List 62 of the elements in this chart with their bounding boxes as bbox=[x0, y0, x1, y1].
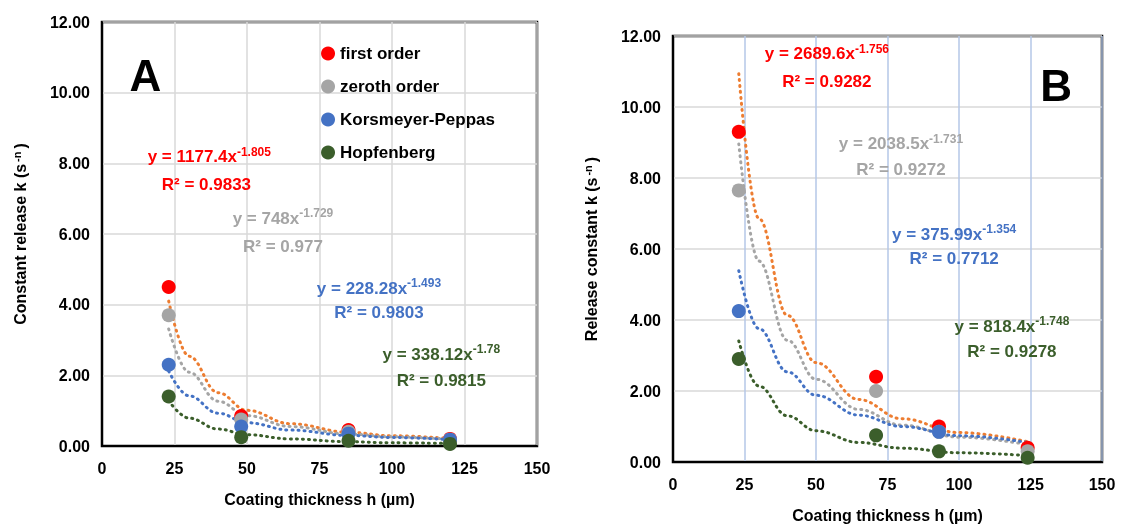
y-axis-title: Constant release k (s-n) bbox=[10, 143, 29, 325]
y-tick-label: 10.00 bbox=[620, 98, 662, 116]
annotation: R² = 0.9278 bbox=[967, 342, 1057, 362]
annotation: B bbox=[1040, 61, 1073, 111]
x-tick-label: 50 bbox=[807, 475, 825, 493]
point bbox=[731, 352, 746, 367]
x-tick-label: 125 bbox=[451, 459, 478, 477]
annotation: R² = 0.9803 bbox=[334, 303, 424, 323]
y-tick-label: 8.00 bbox=[58, 154, 91, 172]
point bbox=[234, 430, 249, 445]
point bbox=[1020, 450, 1035, 465]
point bbox=[161, 280, 176, 294]
point bbox=[731, 183, 746, 198]
point bbox=[931, 444, 946, 459]
point bbox=[731, 124, 746, 139]
point bbox=[869, 384, 884, 398]
y-tick-label: 6.00 bbox=[629, 240, 662, 258]
point bbox=[161, 389, 176, 404]
point bbox=[341, 433, 356, 448]
x-tick-label: 0 bbox=[668, 475, 678, 493]
x-tick-label: 100 bbox=[945, 475, 973, 493]
legend-label: Korsmeyer-Peppas bbox=[340, 110, 496, 129]
y-tick-label: 2.00 bbox=[629, 382, 662, 400]
y-tick-label: 8.00 bbox=[629, 169, 662, 187]
legend-label: first order bbox=[340, 44, 421, 63]
y-tick-label: 2.00 bbox=[58, 366, 91, 384]
x-tick-label: 25 bbox=[165, 459, 184, 477]
point bbox=[731, 304, 746, 319]
y-tick-label: 0.00 bbox=[629, 453, 662, 471]
legend-label: Hopfenberg bbox=[340, 143, 436, 162]
y-tick-label: 12.00 bbox=[49, 13, 91, 31]
x-tick-label: 25 bbox=[735, 475, 754, 493]
x-tick-label: 50 bbox=[238, 459, 256, 477]
legend-label: zeroth order bbox=[340, 77, 440, 96]
x-tick-label: 0 bbox=[97, 459, 107, 477]
point bbox=[161, 357, 176, 372]
point bbox=[161, 308, 176, 323]
x-axis-title: Coating thickness h (µm) bbox=[224, 490, 415, 508]
annotation: R² = 0.7712 bbox=[909, 249, 999, 269]
annotation: R² = 0.9833 bbox=[161, 175, 252, 195]
y-tick-label: 4.00 bbox=[58, 296, 91, 314]
point bbox=[443, 436, 457, 451]
x-tick-label: 150 bbox=[523, 459, 551, 477]
x-tick-label: 125 bbox=[1017, 475, 1044, 493]
y-tick-label: 12.00 bbox=[620, 27, 662, 45]
y-tick-label: 4.00 bbox=[629, 311, 662, 329]
y-tick-label: 10.00 bbox=[49, 84, 91, 102]
y-tick-label: 0.00 bbox=[58, 437, 91, 455]
x-tick-label: 150 bbox=[1088, 475, 1116, 493]
y-tick-label: 6.00 bbox=[58, 225, 91, 243]
x-tick-label: 100 bbox=[378, 459, 406, 477]
x-tick-label: 75 bbox=[878, 475, 897, 493]
annotation: R² = 0.9282 bbox=[782, 71, 872, 91]
point bbox=[869, 369, 884, 384]
x-axis-title: Coating thickness h (µm) bbox=[792, 506, 983, 524]
annotation: A bbox=[129, 50, 162, 100]
y-axis-title: Release constant k (s-n) bbox=[581, 156, 600, 342]
annotation: R² = 0.9272 bbox=[856, 160, 946, 180]
annotation: R² = 0.9815 bbox=[396, 371, 486, 391]
annotation: R² = 0.977 bbox=[243, 236, 323, 256]
x-tick-label: 75 bbox=[310, 459, 329, 477]
point bbox=[869, 428, 884, 443]
